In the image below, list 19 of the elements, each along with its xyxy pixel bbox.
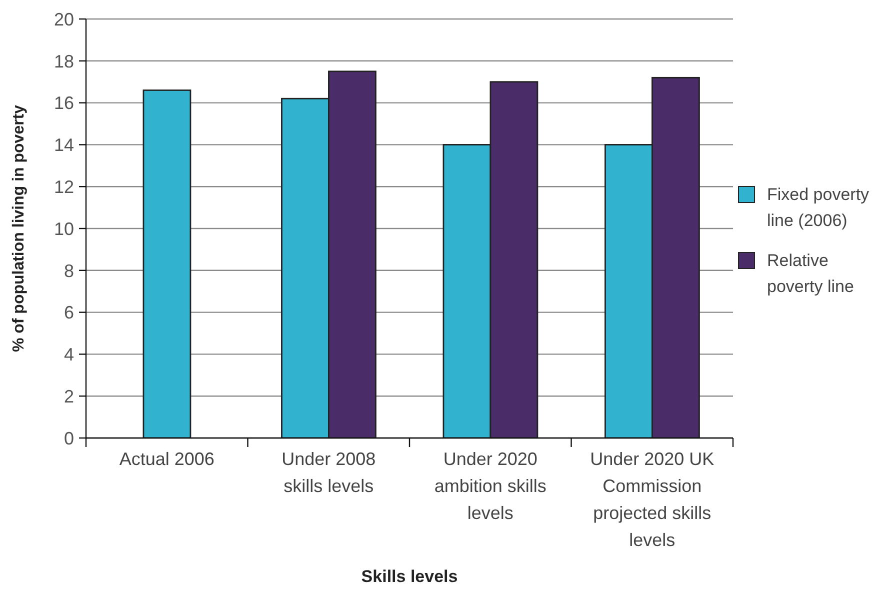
legend-label: Fixed poverty line (2006)	[767, 184, 870, 232]
y-tick-label: 0	[64, 428, 74, 448]
x-tick-label: Under 2020 ambition skills levels	[434, 449, 546, 523]
x-tick-label: Under 2020 UK Commission projected skills levels	[590, 449, 714, 550]
y-tick-label: 2	[64, 386, 74, 406]
y-tick-label: 12	[54, 176, 74, 197]
y-tick-label: 16	[54, 93, 74, 114]
x-tick-label: Under 2008 skills levels	[282, 449, 376, 496]
y-tick-label: 20	[54, 9, 74, 30]
y-tick-label: 10	[54, 218, 74, 239]
y-tick-label: 8	[64, 260, 74, 281]
y-tick-label: 14	[54, 135, 74, 156]
x-axis-title: Skills levels	[361, 567, 458, 586]
legend-label: Relative poverty line	[767, 250, 855, 298]
y-tick-label: 4	[64, 344, 74, 365]
y-tick-label: 18	[54, 51, 74, 72]
y-tick-label: 6	[64, 302, 74, 323]
x-tick-label: Actual 2006	[119, 449, 214, 469]
y-axis-title: % of population living in poverty	[10, 104, 28, 352]
